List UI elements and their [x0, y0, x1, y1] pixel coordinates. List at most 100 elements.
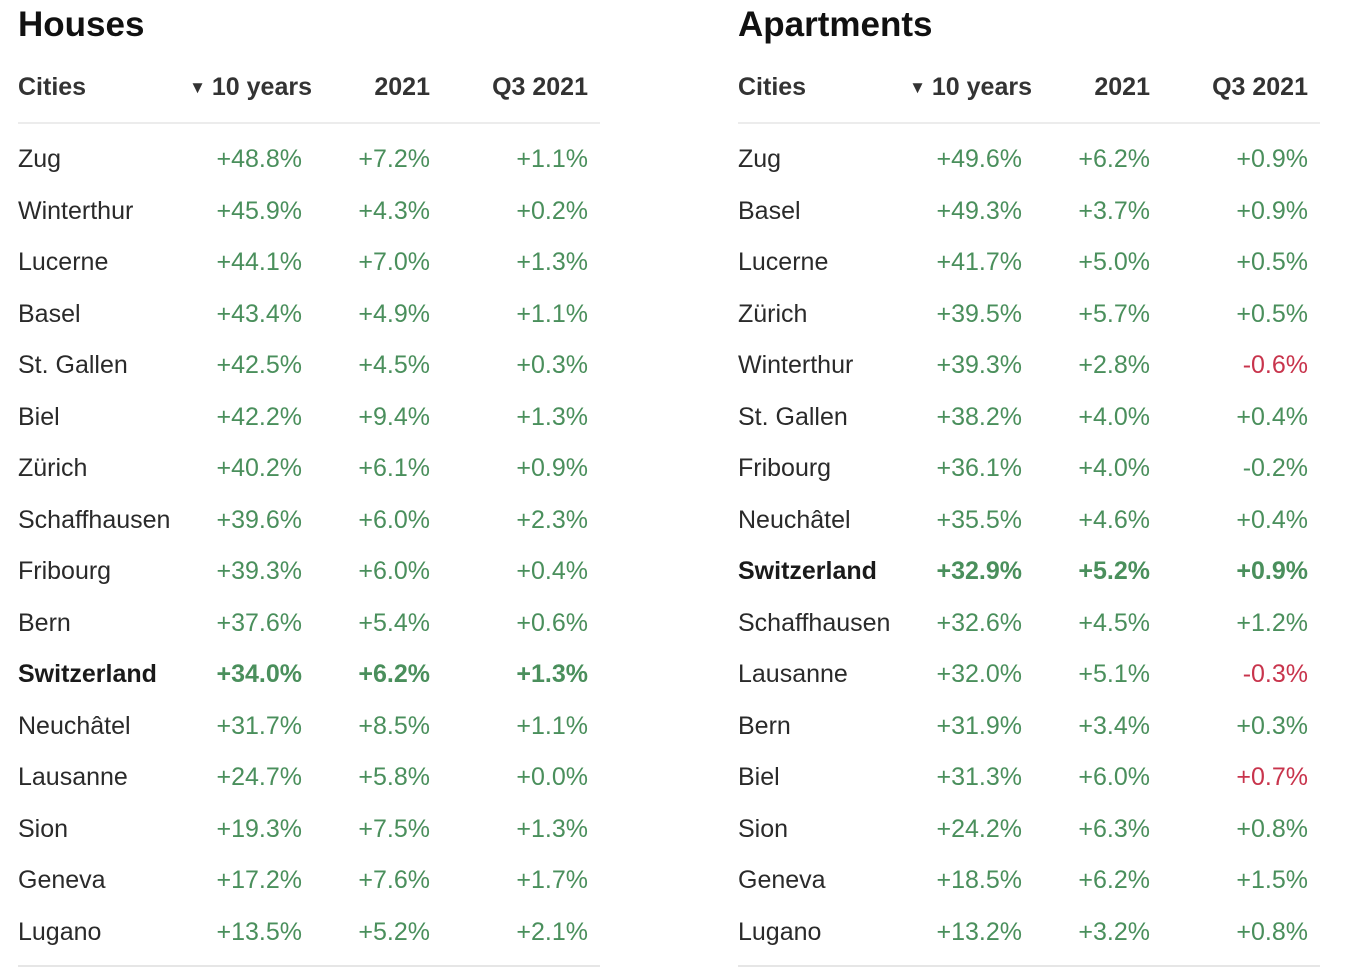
- ten-years-cell: +41.7%: [936, 248, 1023, 276]
- city-cell: Switzerland: [18, 660, 157, 688]
- ten-years-cell: +35.5%: [936, 505, 1023, 534]
- q3-2021-cell: +1.3%: [516, 402, 588, 431]
- apartments-header-cities[interactable]: Cities: [738, 73, 807, 101]
- apartments-table-bottom-divider: [738, 965, 1320, 967]
- table-row: St. Gallen +38.2% +4.0% +0.4%: [720, 392, 1320, 444]
- year-2021-cell: +5.8%: [358, 763, 430, 791]
- q3-2021-cell: +0.9%: [1236, 196, 1308, 225]
- q3-2021-cell: +0.0%: [516, 763, 588, 791]
- table-row: Geneva +17.2% +7.6% +1.7%: [0, 855, 600, 907]
- ten-years-cell: +13.5%: [216, 917, 303, 946]
- year-2021-cell: +6.0%: [358, 505, 430, 534]
- year-2021-cell: +6.0%: [1078, 763, 1150, 791]
- houses-header-divider: [18, 122, 600, 124]
- city-cell: Lausanne: [18, 763, 128, 791]
- q3-2021-cell: +0.3%: [1236, 711, 1308, 740]
- q3-2021-cell: +0.4%: [516, 557, 588, 585]
- apartments-table-body: Zug +49.6% +6.2% +0.9% Basel +49.3% +3.7% +0.9%…: [720, 134, 1320, 958]
- ten-years-cell: +42.5%: [216, 351, 303, 379]
- apartments-header-2021[interactable]: 2021: [1094, 73, 1150, 101]
- city-cell: Fribourg: [18, 557, 112, 585]
- table-row: Biel +31.3% +6.0% +0.7%: [720, 752, 1320, 804]
- table-row: Lausanne +32.0% +5.1% -0.3%: [720, 649, 1320, 701]
- houses-header-q3-2021[interactable]: Q3 2021: [492, 73, 588, 101]
- year-2021-cell: +2.8%: [1078, 351, 1150, 379]
- q3-2021-cell: +0.5%: [1236, 248, 1308, 276]
- year-2021-cell: +6.2%: [1078, 145, 1150, 173]
- q3-2021-cell: +1.3%: [516, 814, 588, 843]
- city-cell: Schaffhausen: [18, 505, 171, 534]
- q3-2021-cell: +0.9%: [1236, 557, 1308, 585]
- q3-2021-cell: +1.3%: [516, 248, 588, 276]
- year-2021-cell: +4.9%: [358, 299, 430, 328]
- table-row: Basel +49.3% +3.7% +0.9%: [720, 186, 1320, 238]
- houses-header-10-years-label: 10 years: [211, 73, 312, 101]
- city-cell: Sion: [738, 814, 789, 843]
- city-cell: Zürich: [18, 454, 88, 482]
- city-cell: Lausanne: [738, 660, 848, 688]
- city-cell: Lugano: [18, 917, 102, 946]
- apartments-header-divider: [738, 122, 1320, 124]
- year-2021-cell: +4.0%: [1078, 402, 1150, 431]
- ten-years-cell: +42.2%: [216, 402, 303, 431]
- city-cell: Neuchâtel: [18, 711, 131, 740]
- city-cell: Winterthur: [738, 351, 854, 379]
- table-row: Geneva +18.5% +6.2% +1.5%: [720, 855, 1320, 907]
- table-row: Sion +19.3% +7.5% +1.3%: [0, 804, 600, 856]
- ten-years-cell: +43.4%: [216, 299, 303, 328]
- q3-2021-cell: +0.9%: [516, 454, 588, 482]
- apartments-header-q3-2021[interactable]: Q3 2021: [1212, 73, 1308, 101]
- houses-header-cities[interactable]: Cities: [18, 73, 87, 101]
- q3-2021-cell: +2.3%: [516, 505, 588, 534]
- year-2021-cell: +6.2%: [1078, 866, 1150, 894]
- city-cell: Zürich: [738, 299, 808, 328]
- city-cell: Winterthur: [18, 196, 134, 225]
- ten-years-cell: +32.6%: [936, 608, 1023, 637]
- city-cell: Lucerne: [18, 248, 109, 276]
- ten-years-cell: +24.7%: [216, 763, 303, 791]
- table-row: Neuchâtel +31.7% +8.5% +1.1%: [0, 701, 600, 753]
- table-row: Fribourg +39.3% +6.0% +0.4%: [0, 546, 600, 598]
- q3-2021-cell: +1.5%: [1236, 866, 1308, 894]
- ten-years-cell: +13.2%: [936, 917, 1023, 946]
- ten-years-cell: +44.1%: [216, 248, 303, 276]
- year-2021-cell: +3.2%: [1078, 917, 1150, 946]
- table-row: Zürich +39.5% +5.7% +0.5%: [720, 289, 1320, 341]
- apartments-header-10-years-label: 10 years: [931, 73, 1032, 101]
- year-2021-cell: +5.7%: [1078, 299, 1150, 328]
- ten-years-cell: +19.3%: [216, 814, 303, 843]
- ten-years-cell: +39.5%: [936, 299, 1023, 328]
- ten-years-cell: +45.9%: [216, 196, 303, 225]
- city-cell: Lugano: [738, 917, 822, 946]
- q3-2021-cell: +1.1%: [516, 711, 588, 740]
- city-cell: Geneva: [18, 866, 106, 894]
- apartments-title: Apartments: [738, 5, 933, 44]
- q3-2021-cell: +1.1%: [516, 299, 588, 328]
- ten-years-cell: +36.1%: [936, 454, 1023, 482]
- ten-years-cell: +39.3%: [936, 351, 1023, 379]
- houses-title: Houses: [18, 5, 145, 44]
- ten-years-cell: +40.2%: [216, 454, 303, 482]
- table-row: Neuchâtel +35.5% +4.6% +0.4%: [720, 495, 1320, 547]
- city-cell: Lucerne: [738, 248, 829, 276]
- sort-descending-icon: ▼: [909, 78, 926, 97]
- q3-2021-cell: +0.7%: [1236, 763, 1308, 791]
- q3-2021-cell: +0.6%: [516, 608, 588, 637]
- houses-header-10-years[interactable]: ▼ 10 years: [189, 70, 312, 107]
- year-2021-cell: +6.2%: [358, 660, 430, 688]
- houses-table-body: Zug +48.8% +7.2% +1.1% Winterthur +45.9% +4.3%…: [0, 134, 600, 958]
- houses-header-2021[interactable]: 2021: [374, 73, 430, 101]
- city-cell: St. Gallen: [738, 402, 848, 431]
- apartments-header-10-years[interactable]: ▼ 10 years: [909, 70, 1032, 107]
- city-cell: Sion: [18, 814, 69, 843]
- year-2021-cell: +9.4%: [358, 402, 430, 431]
- city-cell: Neuchâtel: [738, 505, 851, 534]
- ten-years-cell: +38.2%: [936, 402, 1023, 431]
- ten-years-cell: +49.6%: [936, 145, 1023, 173]
- ten-years-cell: +39.6%: [216, 505, 303, 534]
- q3-2021-cell: +1.2%: [1236, 608, 1308, 637]
- year-2021-cell: +4.3%: [358, 196, 430, 225]
- q3-2021-cell: +0.5%: [1236, 299, 1308, 328]
- ten-years-cell: +32.0%: [936, 660, 1023, 688]
- city-cell: Zug: [738, 145, 782, 173]
